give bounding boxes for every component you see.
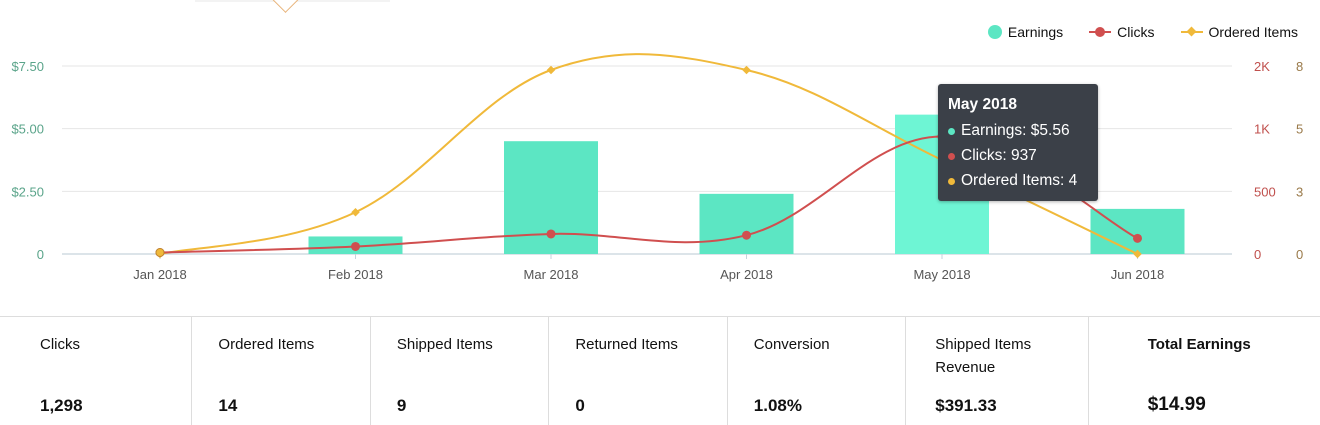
earnings-bar — [1090, 208, 1185, 254]
summary-stats: Clicks 1,298 Ordered Items 14 Shipped It… — [0, 316, 1320, 425]
stat-ordered-items: Ordered Items 14 — [192, 317, 371, 425]
stat-value: 14 — [218, 396, 238, 415]
legend-earnings[interactable]: Earnings — [987, 24, 1064, 40]
y-right-clicks-tick-label: 0 — [1254, 247, 1261, 262]
chart-canvas: 0 $2.50 $5.00 $7.50 0 500 1K 2K 0 3 5 8 Jan 2018 Feb … — [11, 53, 1303, 282]
earnings-bar — [699, 193, 794, 254]
stat-clicks: Clicks 1,298 — [0, 317, 193, 425]
y-left-tick-label: $2.50 — [11, 184, 44, 199]
earnings-chart: 0 $2.50 $5.00 $7.50 0 500 1K 2K 0 3 5 8 Jan 2018 Feb … — [0, 0, 1320, 305]
legend-earnings-label: Earnings — [1007, 24, 1064, 40]
legend-clicks-label: Clicks — [1117, 24, 1155, 40]
y-right-clicks-tick-label: 2K — [1254, 59, 1270, 74]
chart-legend: Earnings Clicks Ordered Items — [987, 24, 1298, 40]
tooltip-earnings-text: Earnings: $5.56 — [961, 122, 1070, 139]
clicks-point — [351, 241, 360, 251]
ordered-items-dot-icon — [948, 177, 955, 185]
stat-value: $14.99 — [1147, 394, 1206, 415]
tooltip-clicks-text: Clicks: 937 — [961, 147, 1037, 164]
x-tick-label: Jan 2018 — [133, 267, 187, 282]
y-right-clicks-tick-label: 1K — [1254, 122, 1270, 137]
x-tick-label: Mar 2018 — [524, 267, 579, 282]
clicks-point — [1133, 233, 1142, 243]
x-tick-label: May 2018 — [913, 267, 970, 282]
y-right-clicks-tick-label: 500 — [1254, 184, 1276, 199]
earnings-dot-icon — [948, 127, 955, 135]
y-right-items-tick-label: 0 — [1296, 247, 1303, 262]
stat-value: 9 — [396, 396, 407, 415]
y-right-items-tick-label: 8 — [1296, 59, 1303, 74]
y-left-tick-label: $5.00 — [11, 122, 44, 137]
clicks-point — [742, 230, 751, 240]
y-right-items-tick-label: 5 — [1296, 122, 1303, 137]
stat-label: Clicks — [40, 336, 80, 353]
tooltip-row-ordered-items: Ordered Items: 4 — [948, 172, 1077, 190]
x-tick-label: Jun 2018 — [1111, 267, 1165, 282]
clicks-dot-icon — [948, 152, 955, 160]
y-right-items-tick-label: 3 — [1296, 184, 1303, 199]
stat-total-earnings: Total Earnings $14.99 — [1089, 317, 1320, 425]
stat-label: Shipped Items — [396, 336, 493, 353]
ordered-items-point — [742, 65, 751, 75]
tooltip-title: May 2018 — [948, 96, 1017, 113]
legend-ordered-items-label: Ordered Items — [1208, 24, 1298, 40]
stat-label: Total Earnings — [1147, 336, 1251, 353]
stat-returned-items: Returned Items 0 — [549, 317, 728, 425]
tooltip-ordered-items-text: Ordered Items: 4 — [961, 172, 1078, 189]
stat-shipped-items: Shipped Items 9 — [371, 317, 550, 425]
chart-tooltip: May 2018 Earnings: $5.56 Clicks: 937 Ord… — [938, 84, 1098, 201]
tooltip-row-clicks: Clicks: 937 — [948, 147, 1037, 165]
stat-value: 1,298 — [40, 396, 83, 415]
y-left-tick-label: 0 — [37, 247, 44, 262]
stat-label: Returned Items — [575, 336, 678, 353]
jan-overlap-point — [155, 247, 165, 257]
ordered-items-point — [351, 207, 360, 217]
earnings-legend-icon — [987, 25, 1002, 39]
legend-clicks[interactable]: Clicks — [1089, 24, 1155, 40]
x-tick-label: Feb 2018 — [328, 267, 383, 282]
clicks-point — [546, 229, 556, 239]
ordered-items-legend-icon — [1180, 25, 1203, 39]
stat-label: Conversion — [753, 336, 830, 353]
stat-conversion: Conversion 1.08% — [728, 317, 907, 425]
stat-label: Ordered Items — [218, 336, 315, 353]
stat-value: $391.33 — [935, 396, 997, 415]
x-tick-label: Apr 2018 — [720, 267, 773, 282]
legend-ordered-items[interactable]: Ordered Items — [1180, 24, 1298, 40]
stat-value: 1.08% — [753, 396, 802, 415]
y-left-tick-label: $7.50 — [11, 59, 44, 74]
stat-shipped-items-revenue: Shipped Items Revenue $391.33 — [906, 317, 1089, 425]
clicks-legend-icon — [1089, 25, 1112, 39]
stat-label: Shipped Items Revenue — [935, 336, 1032, 376]
tooltip-row-earnings: Earnings: $5.56 — [948, 122, 1070, 140]
ordered-items-point — [546, 65, 556, 75]
stat-value: 0 — [575, 396, 585, 415]
